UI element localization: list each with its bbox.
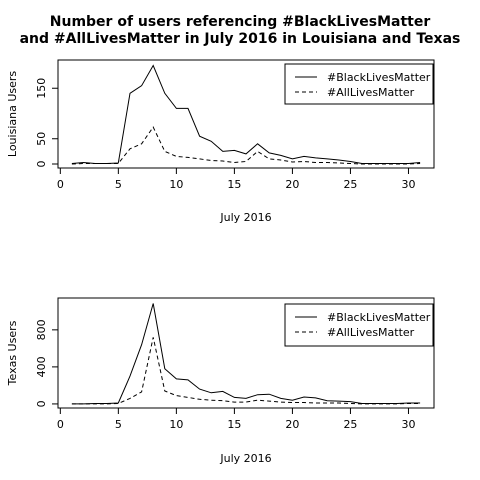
chart-title-line-1: Number of users referencing #BlackLivesM… [49, 14, 431, 30]
texas-x-tick-label: 15 [227, 418, 241, 431]
louisiana-y-tick-label: 150 [35, 78, 48, 99]
louisiana-panel: 0 5 10 15 20 25 30 0 50 150 July 2016 Louisiana Use… [6, 59, 435, 224]
texas-y-tick-label: 400 [35, 356, 48, 377]
texas-legend-label-0: #BlackLivesMatter [327, 311, 431, 324]
louisiana-x-tick-label: 15 [227, 178, 241, 191]
texas-legend-box [284, 303, 434, 347]
texas-legend-label-1: #AllLivesMatter [327, 326, 415, 339]
texas-x-tick-label: 30 [401, 418, 415, 431]
chart-title-line-2: and #AllLivesMatter in July 2016 in Loui… [19, 31, 461, 47]
louisiana-x-axis-label: July 2016 [219, 211, 271, 224]
louisiana-x-tick-label: 5 [115, 178, 122, 191]
texas-series-alllivesmatter-line [71, 337, 421, 405]
louisiana-legend: #BlackLivesMatter #AllLivesMatter [284, 63, 434, 105]
louisiana-x-tick-label: 0 [57, 178, 64, 191]
louisiana-y-tick-label: 50 [35, 132, 48, 146]
louisiana-legend-box [284, 63, 434, 105]
texas-y-axis-label: Texas Users [6, 320, 19, 386]
louisiana-y-axis-label: Louisiana Users [6, 71, 19, 158]
louisiana-x-tick-label: 10 [169, 178, 183, 191]
texas-x-tick-label: 5 [115, 418, 122, 431]
louisiana-x-tick-label: 30 [401, 178, 415, 191]
louisiana-x-tick-label: 25 [343, 178, 357, 191]
texas-plot-frame [57, 297, 435, 409]
texas-x-tick-label: 10 [169, 418, 183, 431]
louisiana-legend-label-1: #AllLivesMatter [327, 86, 415, 99]
texas-x-tick-label: 0 [57, 418, 64, 431]
louisiana-y-tick-label: 0 [35, 161, 48, 168]
texas-legend: #BlackLivesMatter #AllLivesMatter [284, 303, 434, 347]
louisiana-series-alllivesmatter-line [71, 126, 421, 165]
texas-x-tick-label: 25 [343, 418, 357, 431]
texas-panel: 0 5 10 15 20 25 30 0 400 800 July 2016 Texas Users #… [6, 297, 435, 465]
louisiana-legend-label-0: #BlackLivesMatter [327, 71, 431, 84]
louisiana-x-tick-label: 20 [285, 178, 299, 191]
texas-y-tick-label: 800 [35, 319, 48, 340]
texas-x-axis-label: July 2016 [219, 452, 271, 465]
texas-x-tick-label: 20 [285, 418, 299, 431]
louisiana-plot-frame [57, 59, 435, 169]
texas-y-tick-label: 0 [35, 400, 48, 407]
